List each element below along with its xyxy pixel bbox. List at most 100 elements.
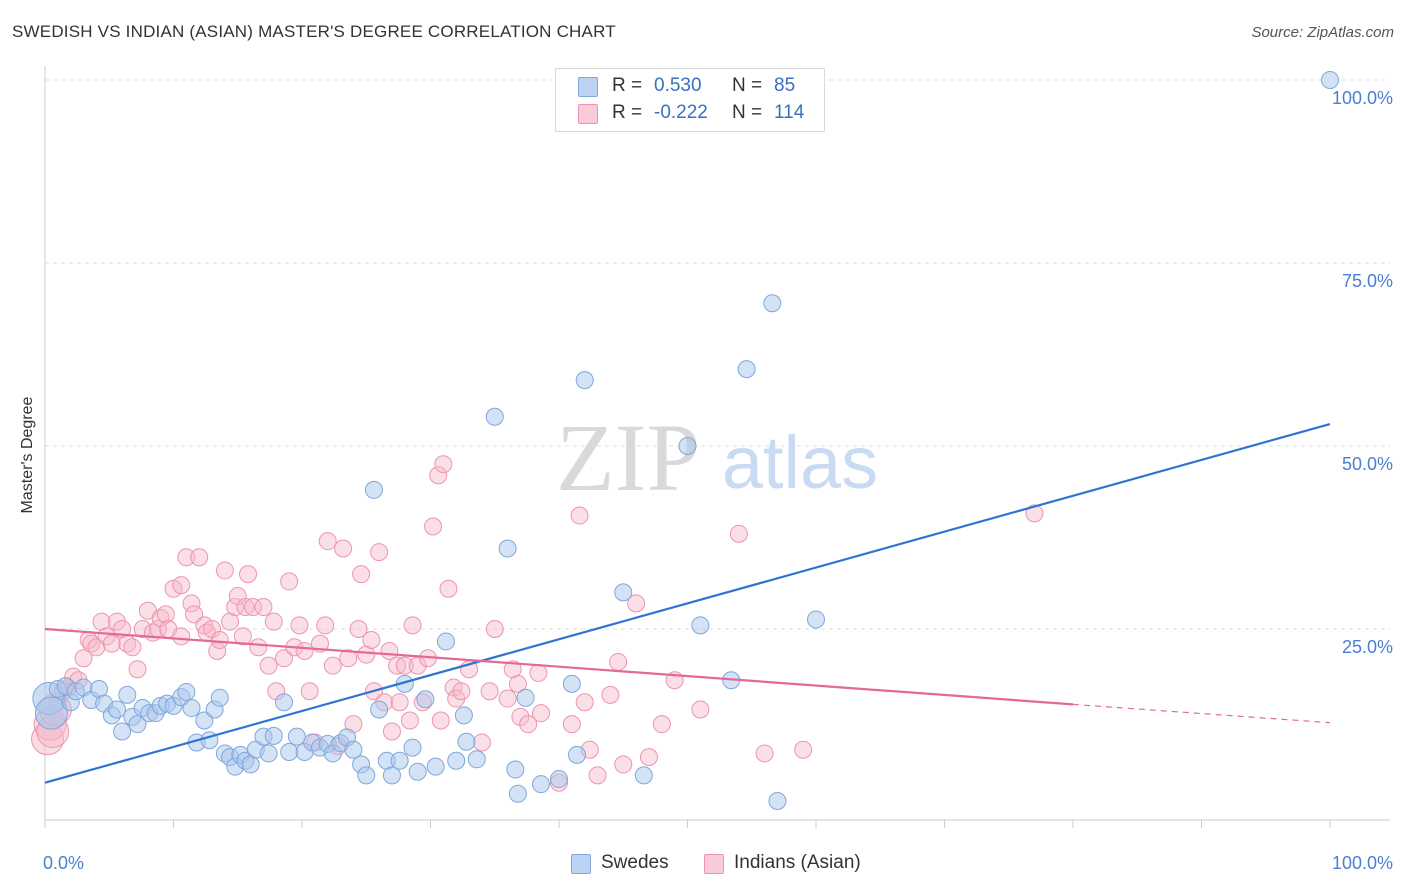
source-label: Source: ZipAtlas.com	[1251, 24, 1394, 41]
watermark-zip: ZIP	[556, 404, 700, 511]
indians-point	[529, 663, 548, 682]
tick-labels: 25.0% 50.0% 75.0% 100.0% 0.0% 100.0%	[43, 88, 1393, 873]
swedes-point	[498, 539, 517, 558]
swedes-point	[364, 480, 383, 499]
indians-point	[172, 576, 191, 595]
swedes-point	[416, 690, 435, 709]
grid-lines	[45, 79, 1390, 630]
trend-lines	[44, 422, 1331, 784]
swedes-point	[357, 766, 376, 785]
indians-point	[133, 620, 152, 638]
bottom-swatch-swedes	[571, 854, 591, 874]
indians-point	[290, 616, 309, 635]
legend-r-label: R =	[612, 75, 643, 96]
indians-point	[400, 711, 419, 730]
legend-swatch-indians	[578, 104, 598, 124]
indians-points	[31, 455, 1044, 792]
swedes-point	[506, 760, 525, 779]
bottom-swatch-indians	[704, 854, 724, 874]
indians-point	[156, 605, 175, 624]
indians-point	[519, 715, 538, 734]
indians-point	[472, 733, 491, 752]
legend-n-value: 85	[774, 75, 796, 96]
indians-point	[395, 656, 414, 675]
bottom-legend-label: Swedes	[601, 852, 669, 873]
swedes-point	[485, 407, 504, 426]
indians-point	[334, 539, 353, 558]
indians-point	[182, 594, 201, 613]
swedes-point	[113, 722, 132, 741]
swedes-point	[344, 740, 363, 759]
indians-point	[172, 627, 191, 646]
swedes-point	[691, 616, 710, 635]
indians-point	[215, 561, 234, 580]
swedes-point	[763, 294, 782, 313]
indians-point	[691, 700, 710, 719]
swedes-point	[107, 700, 126, 719]
indians-point	[755, 744, 774, 763]
swedes-point	[614, 583, 633, 602]
swedes-point	[768, 792, 787, 811]
indians-point	[627, 594, 646, 613]
indians-point	[316, 616, 335, 635]
indians-point	[239, 565, 258, 584]
indians-trend-line	[44, 627, 1074, 706]
indians-point	[609, 652, 628, 671]
indians-point	[652, 715, 671, 734]
indians-point	[382, 722, 401, 741]
indians-point	[480, 682, 499, 701]
indians-point	[249, 638, 268, 657]
swedes-point	[436, 632, 455, 651]
indians-point	[498, 689, 517, 708]
swedes-point	[575, 371, 594, 390]
indians-point	[614, 755, 633, 774]
swedes-points	[32, 71, 1339, 811]
swedes-point	[508, 784, 527, 803]
swedes-point	[457, 732, 476, 751]
swedes-point	[128, 715, 147, 734]
swedes-trend-line	[44, 422, 1331, 784]
watermark-atlas: atlas	[722, 421, 878, 504]
swedes-point	[447, 751, 466, 770]
indians-point	[87, 638, 106, 657]
indians-point	[177, 548, 196, 567]
indians-point	[562, 715, 581, 734]
swedes-point	[118, 685, 137, 704]
swedes-point	[1321, 71, 1339, 89]
indians-point	[601, 685, 620, 704]
swedes-point	[516, 688, 535, 707]
indians-point	[190, 548, 209, 567]
swedes-point	[737, 360, 756, 379]
indians-point	[102, 634, 121, 653]
indians-point	[82, 634, 101, 653]
indians-point	[244, 598, 263, 617]
swedes-point	[177, 682, 196, 701]
swedes-point	[370, 700, 389, 719]
axes	[44, 66, 1390, 828]
swedes-point	[678, 437, 697, 455]
y-tick-label: 25.0%	[1342, 637, 1393, 657]
indians-point	[485, 620, 504, 638]
swedes-point	[454, 706, 473, 725]
indians-point	[588, 766, 607, 785]
indians-point	[370, 543, 389, 562]
swedes-point	[182, 699, 201, 718]
indians-point	[390, 693, 409, 712]
swedes-point	[382, 766, 401, 785]
correlation-legend: R = 0.530 N = 85 R = -0.222 N = 114	[555, 68, 825, 132]
y-tick-label: 100.0%	[1332, 88, 1393, 108]
indians-point	[729, 524, 748, 543]
indians-point	[388, 656, 407, 675]
swedes-point	[275, 693, 294, 712]
legend-swatch-swedes	[578, 77, 598, 97]
indians-point	[264, 612, 283, 631]
indians-point	[403, 616, 422, 635]
legend-n-value: 114	[774, 102, 805, 123]
swedes-point	[634, 766, 653, 785]
swedes-point	[390, 751, 409, 770]
indians-point	[794, 740, 813, 759]
indians-point	[508, 674, 527, 693]
y-tick-label: 75.0%	[1342, 271, 1393, 291]
indians-point	[259, 656, 278, 675]
indians-point	[352, 565, 371, 584]
